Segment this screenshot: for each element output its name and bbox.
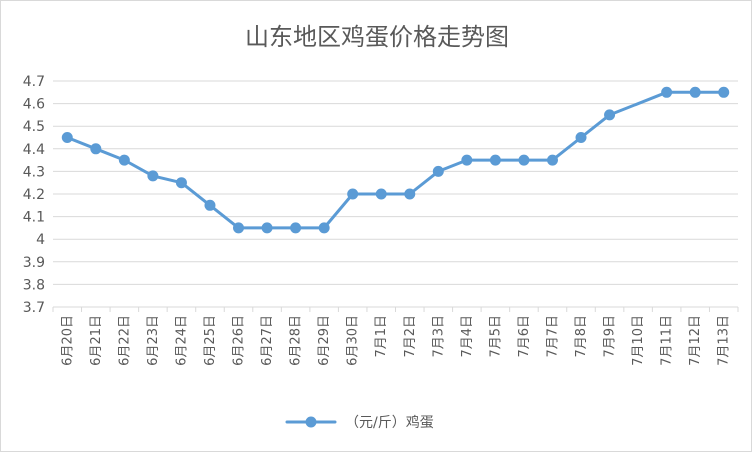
legend-series-label: （元/斤）鸡蛋 bbox=[345, 414, 434, 431]
x-tick-label: 6月25日 bbox=[203, 315, 218, 366]
x-tick-label: 7月2日 bbox=[403, 315, 418, 358]
x-tick-label: 7月3日 bbox=[431, 315, 446, 358]
x-tick-label: 6月24日 bbox=[174, 315, 189, 366]
data-point bbox=[233, 222, 245, 234]
y-tick-label: 4 bbox=[36, 232, 45, 248]
y-tick-label: 4.5 bbox=[23, 119, 45, 135]
x-tick-label: 7月5日 bbox=[488, 315, 503, 358]
data-point bbox=[90, 143, 102, 155]
x-tick-label: 6月22日 bbox=[117, 315, 132, 366]
data-point bbox=[404, 188, 416, 200]
data-point bbox=[147, 170, 159, 182]
data-point bbox=[518, 154, 530, 166]
y-tick-label: 4.7 bbox=[23, 74, 45, 90]
y-tick-label: 4.4 bbox=[23, 142, 45, 158]
y-tick-label: 4.3 bbox=[23, 164, 45, 180]
y-tick-label: 3.8 bbox=[23, 277, 45, 293]
data-point bbox=[261, 222, 273, 234]
x-tick-label: 6月27日 bbox=[260, 315, 275, 366]
series-line bbox=[65, 90, 726, 230]
axis-layer bbox=[52, 306, 739, 312]
data-point bbox=[689, 86, 701, 98]
y-tick-label: 4.1 bbox=[23, 210, 45, 226]
series-layer bbox=[61, 86, 730, 234]
data-point bbox=[375, 188, 387, 200]
x-tick-label: 6月23日 bbox=[146, 315, 161, 366]
x-tick-label: 7月8日 bbox=[574, 315, 589, 358]
data-point bbox=[718, 86, 730, 98]
data-point bbox=[347, 188, 359, 200]
data-point bbox=[546, 154, 558, 166]
x-tick-label: 7月9日 bbox=[603, 315, 618, 358]
legend: （元/斤）鸡蛋 bbox=[285, 414, 434, 431]
data-point bbox=[290, 222, 302, 234]
data-point bbox=[432, 165, 444, 177]
y-tick-label: 3.7 bbox=[23, 300, 45, 316]
y-tick-label: 3.9 bbox=[23, 255, 45, 271]
x-tick-label: 7月7日 bbox=[545, 315, 560, 358]
x-tick-label: 7月11日 bbox=[660, 315, 675, 366]
x-tick-label: 7月4日 bbox=[460, 315, 475, 358]
data-point bbox=[661, 86, 673, 98]
x-tick-label: 7月13日 bbox=[717, 315, 732, 366]
data-point bbox=[118, 154, 130, 166]
label-layer: 3.7 3.8 3.9 4 4.1 4.2 4.3 4.4 4.5 4.6 4.7 6月20日 6月21… bbox=[23, 74, 732, 366]
x-tick-label: 6月28日 bbox=[289, 315, 304, 366]
x-tick-label: 6月21日 bbox=[89, 315, 104, 366]
data-point bbox=[175, 177, 187, 189]
x-tick-label: 7月10日 bbox=[631, 315, 646, 366]
chart-title: 山东地区鸡蛋价格走势图 bbox=[245, 23, 509, 51]
data-point bbox=[489, 154, 501, 166]
data-point bbox=[575, 132, 587, 143]
legend-series-marker bbox=[305, 416, 317, 428]
data-point bbox=[604, 109, 616, 121]
data-point bbox=[204, 199, 216, 211]
x-tick-label: 7月6日 bbox=[517, 315, 532, 358]
data-point bbox=[318, 222, 330, 234]
x-tick-label: 6月26日 bbox=[232, 315, 247, 366]
y-tick-label: 4.6 bbox=[23, 97, 45, 113]
x-tick-label: 7月1日 bbox=[374, 315, 389, 358]
data-point bbox=[461, 154, 473, 166]
y-tick-label: 4.2 bbox=[23, 187, 45, 203]
x-tick-label: 6月20日 bbox=[60, 315, 75, 366]
x-tick-label: 6月30日 bbox=[346, 315, 361, 366]
x-tick-label: 7月12日 bbox=[688, 315, 703, 366]
data-point bbox=[61, 132, 73, 143]
x-tick-label: 6月29日 bbox=[317, 315, 332, 366]
